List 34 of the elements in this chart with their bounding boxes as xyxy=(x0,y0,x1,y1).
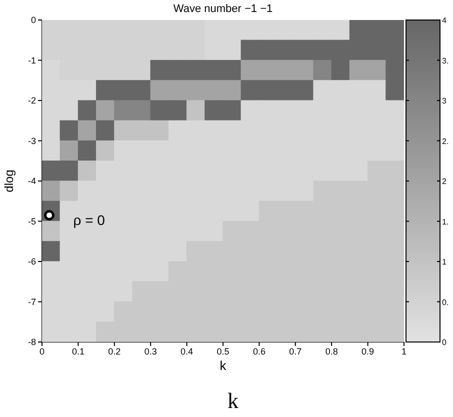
color-bar-label: 0. xyxy=(442,298,449,307)
y-tick-label: -3 xyxy=(28,136,36,146)
color-bar-label: 1 xyxy=(442,258,447,266)
annotation: ρ = 0 xyxy=(73,212,106,228)
color-bar-label: 0 xyxy=(442,338,447,347)
y-tick-label: -6 xyxy=(28,256,36,267)
y-tick-label: -7 xyxy=(28,296,36,307)
y-axis-title: dlog xyxy=(2,170,16,192)
x-tick-label: 0.7 xyxy=(289,346,302,356)
color-bar-label: 1. xyxy=(442,217,449,226)
chart-title: Wave number −1 −1 xyxy=(173,3,273,15)
x-axis-title: k xyxy=(220,358,227,373)
x-tick-label: 0.4 xyxy=(180,346,194,356)
x-tick-label: 0.9 xyxy=(362,346,374,356)
color-bar-label: 3. xyxy=(442,56,449,66)
x-tick-label: 0.8 xyxy=(325,346,338,356)
color-bar-label: 2. xyxy=(442,136,449,146)
x-tick-label: 0.6 xyxy=(252,346,266,356)
x-tick-label: 1 xyxy=(401,346,407,356)
color-bar-label: 3 xyxy=(442,96,447,106)
x-tick-label: 0.2 xyxy=(108,346,121,356)
color-bar-label: 2 xyxy=(442,177,447,186)
y-tick-label: -4 xyxy=(28,176,36,186)
color-bar-label: 4 xyxy=(442,16,447,25)
y-tick-label: -5 xyxy=(28,216,36,226)
text: k xyxy=(228,388,238,413)
x-tick-label: 0.5 xyxy=(216,346,230,356)
x-tick-label: 0.1 xyxy=(72,346,84,356)
x-tick-label: 0 xyxy=(39,346,45,356)
y-tick-label: 0 xyxy=(30,15,36,26)
y-tick-label: -2 xyxy=(28,96,36,106)
y-tick-label: -1 xyxy=(28,55,36,66)
y-tick-label: -8 xyxy=(28,337,36,348)
x-tick-label: 0.3 xyxy=(144,346,157,356)
